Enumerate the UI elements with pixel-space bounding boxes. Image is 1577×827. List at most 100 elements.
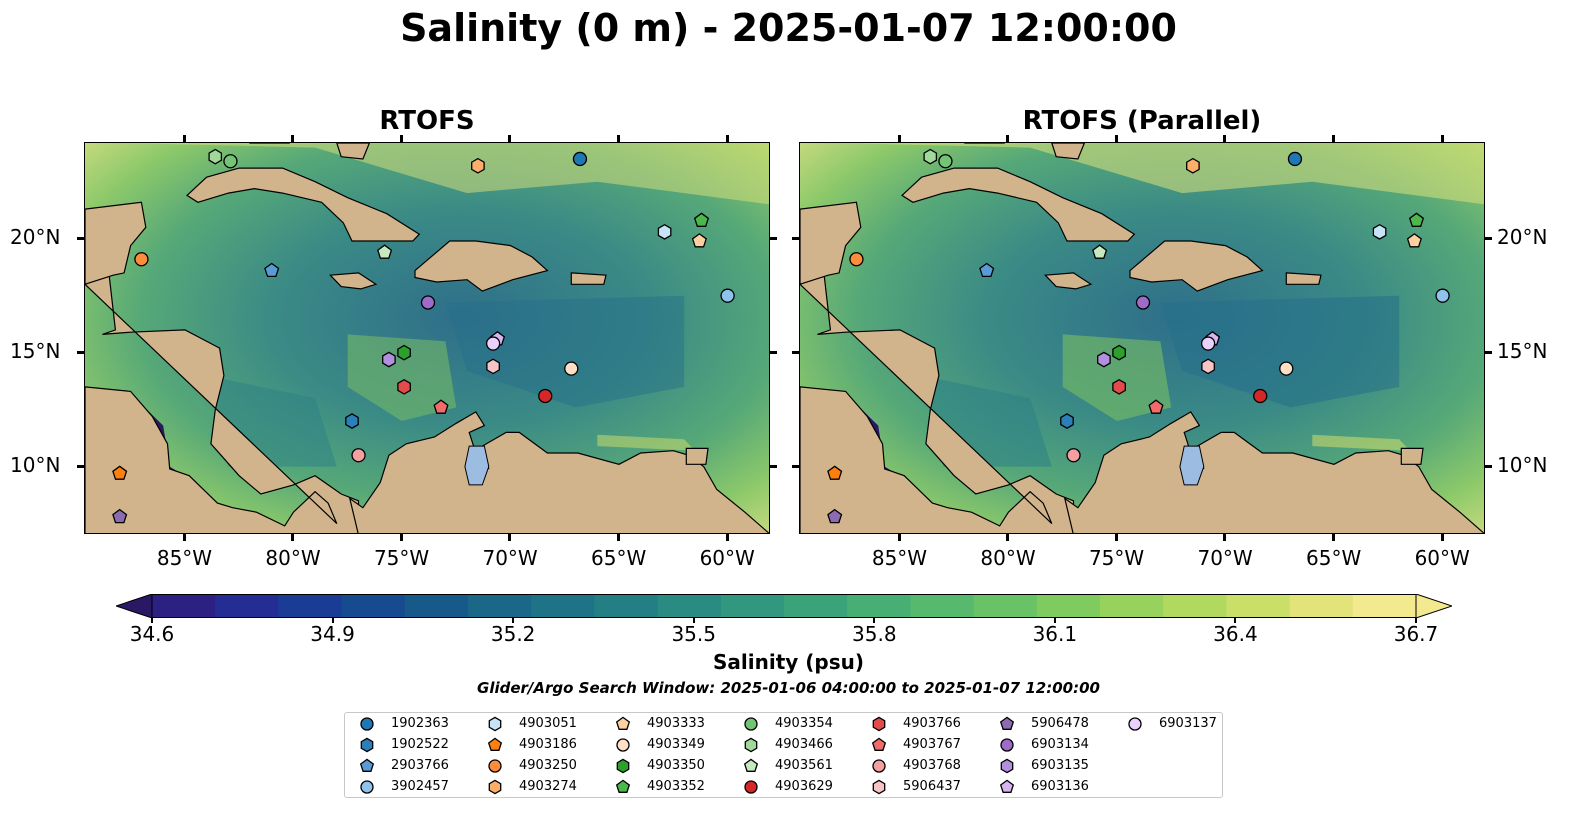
- float-marker-4903274: [1186, 157, 1200, 174]
- float-marker-4903186: [827, 465, 843, 480]
- y-tick-mark: [792, 350, 799, 354]
- x-tick-mark: [1332, 135, 1336, 142]
- panel-title-rtofs: RTOFS: [379, 106, 475, 136]
- float-marker-3902457: [1435, 288, 1450, 303]
- y-tick-mark: [1485, 236, 1492, 240]
- y-tick-label: 15°N: [1497, 338, 1548, 363]
- legend-marker-icon: [999, 779, 1015, 793]
- legend-label: 3902457: [391, 779, 449, 794]
- x-tick-label: 65°W: [1306, 546, 1362, 570]
- legend-marker-icon: [1000, 738, 1014, 752]
- legend-marker-1902363: [360, 717, 374, 731]
- figure-title: Salinity (0 m) - 2025-01-07 12:00:00: [400, 6, 1177, 50]
- colorbar-segment: [910, 594, 975, 618]
- float-marker-6903137: [1200, 336, 1216, 351]
- float-marker-2903766: [264, 262, 280, 278]
- x-tick-mark: [508, 135, 512, 142]
- legend-marker-4903561: [743, 758, 759, 772]
- x-tick-mark: [1114, 135, 1118, 142]
- legend-label: 4903768: [903, 758, 961, 773]
- float-marker-4903466: [208, 148, 223, 165]
- legend-marker-6903135: [1000, 758, 1014, 774]
- land-yucatan: [85, 201, 147, 285]
- x-tick-mark: [1332, 534, 1336, 541]
- x-tick-label: 80°W: [265, 546, 321, 570]
- float-marker-4903051: [1372, 223, 1387, 240]
- land-trinidad: [1400, 447, 1424, 465]
- float-legend: 1902363 1902522 2903766 3902457 4903051 49031…: [344, 712, 1223, 798]
- legend-label: 5906437: [903, 779, 961, 794]
- float-marker-3902457: [720, 288, 735, 303]
- legend-marker-icon: [872, 779, 886, 795]
- legend-label: 6903137: [1159, 716, 1217, 731]
- legend-marker-4903767: [871, 737, 887, 751]
- legend-marker-icon: [744, 737, 758, 753]
- legend-marker-icon: [1000, 758, 1014, 774]
- x-tick-label: 65°W: [591, 546, 647, 570]
- legend-marker-icon: [872, 716, 886, 732]
- x-tick-mark: [182, 135, 186, 142]
- salinity-field-band: [347, 334, 457, 421]
- colorbar-tick-label: 35.2: [490, 622, 536, 646]
- land-central-america: [85, 271, 360, 533]
- legend-marker-5906437: [872, 779, 886, 795]
- legend-marker-icon: [360, 737, 374, 753]
- x-tick-mark: [1223, 534, 1227, 541]
- float-marker-4903768: [351, 448, 366, 463]
- float-marker-4903349: [1279, 361, 1294, 376]
- colorbar-tick-label: 34.9: [310, 622, 355, 646]
- legend-marker-icon: [744, 717, 758, 731]
- float-marker-1902363: [1287, 151, 1303, 167]
- legend-label: 4903349: [647, 737, 705, 752]
- map-canvas: [800, 143, 1484, 533]
- legend-marker-icon: [360, 717, 374, 731]
- x-tick-mark: [617, 534, 621, 541]
- legend-label: 4903333: [647, 716, 705, 731]
- lake-maracaibo: [464, 445, 490, 486]
- float-marker-4903352: [693, 212, 710, 227]
- legend-marker-6903136: [999, 779, 1015, 793]
- float-marker-4903629: [1253, 388, 1268, 404]
- land-cuba: [901, 167, 1136, 242]
- legend-marker-icon: [616, 738, 630, 752]
- colorbar-tick-mark: [1053, 618, 1056, 623]
- legend-marker-4903333: [615, 716, 631, 730]
- x-tick-mark: [617, 135, 621, 142]
- legend-marker-icon: [1128, 717, 1142, 731]
- legend-label: 1902522: [391, 737, 449, 752]
- legend-label: 6903136: [1031, 779, 1089, 794]
- legend-label: 4903051: [519, 716, 577, 731]
- colorbar-segment: [1352, 594, 1417, 618]
- legend-marker-2903766: [359, 758, 375, 772]
- legend-label: 2903766: [391, 758, 449, 773]
- legend-label: 4903767: [903, 737, 961, 752]
- legend-marker-1902522: [360, 737, 374, 753]
- colorbar-tick-label: 35.8: [852, 622, 897, 646]
- legend-marker-icon: [488, 779, 502, 795]
- legend-marker-icon: [615, 716, 631, 730]
- float-marker-4903354: [938, 154, 953, 169]
- float-marker-5906437: [486, 358, 500, 375]
- map-panel-rtofs-parallel: [799, 142, 1485, 534]
- colorbar-segment: [1226, 594, 1291, 618]
- colorbar-segment: [1100, 594, 1164, 618]
- land-south-america: [348, 411, 769, 533]
- x-tick-label: 70°W: [1197, 546, 1253, 570]
- legend-marker-4903466: [744, 737, 758, 753]
- colorbar-segment: [1163, 594, 1227, 618]
- legend-label: 4903274: [519, 779, 577, 794]
- salinity-field-band: [445, 295, 685, 408]
- legend-marker-4903250: [488, 759, 502, 773]
- legend-label: 4903186: [519, 737, 577, 752]
- y-tick-label: 20°N: [1497, 224, 1548, 249]
- float-marker-4903561: [377, 244, 393, 259]
- land-cuba: [186, 167, 421, 242]
- land-bahamas: [1051, 143, 1086, 160]
- colorbar-tick-label: 36.1: [1032, 622, 1078, 646]
- colorbar-tick-mark: [331, 618, 334, 623]
- x-tick-mark: [291, 534, 295, 541]
- legend-label: 4903250: [519, 758, 577, 773]
- legend-marker-icon: [488, 759, 502, 773]
- float-marker-6903137: [485, 336, 501, 351]
- legend-marker-4903051: [488, 716, 502, 732]
